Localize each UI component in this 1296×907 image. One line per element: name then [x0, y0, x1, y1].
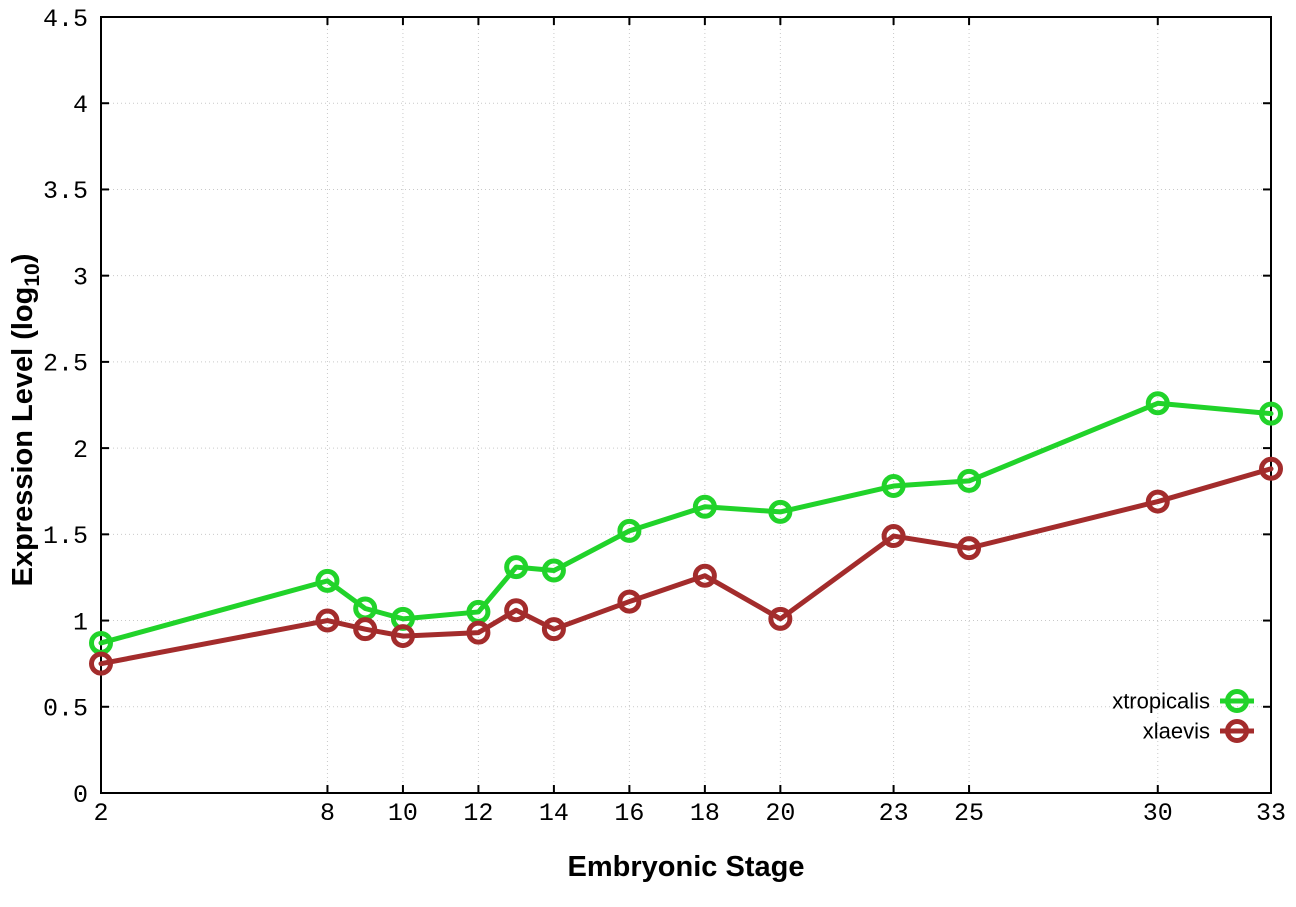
data-point-xlaevis-16: [617, 589, 642, 614]
data-point-xlaevis-12: [466, 620, 491, 645]
y-tick-label: 3: [73, 263, 88, 292]
legend-label-xtropicalis: xtropicalis: [1112, 689, 1210, 714]
x-tick-label: 10: [388, 799, 418, 828]
x-tick-label: 12: [463, 799, 493, 828]
x-tick-label: 2: [93, 799, 108, 828]
data-point-xlaevis-13: [504, 598, 529, 623]
y-tick-label: 1.5: [43, 522, 88, 551]
x-tick-label: 18: [690, 799, 720, 828]
y-tick-label: 0.5: [43, 695, 88, 724]
y-tick-label: 0: [73, 781, 88, 810]
y-tick-label: 4: [73, 91, 88, 120]
y-axis-title-prefix: Expression Level (log: [7, 287, 39, 587]
data-point-xtropicalis-13: [504, 555, 529, 580]
plot-layer: 2 8 10 12 14 16 18 20 23 25 30 33 0 0.5 1 1.5 2 2.5 3 3.5 4 4…: [43, 5, 1286, 828]
data-point-xtropicalis-30: [1145, 391, 1170, 416]
legend-label-xlaevis: xlaevis: [1143, 719, 1210, 744]
y-tick-label: 3.5: [43, 177, 88, 206]
data-point-xtropicalis-8: [315, 568, 340, 593]
data-point-xtropicalis-14: [541, 558, 566, 583]
data-point-xtropicalis-16: [617, 518, 642, 543]
x-tick-label: 23: [879, 799, 909, 828]
data-point-xlaevis-9: [353, 617, 378, 642]
legend-marker-xtropicalis: [1225, 689, 1249, 713]
y-tick-label: 2.5: [43, 350, 88, 379]
data-point-xtropicalis-18: [692, 494, 717, 519]
legend-marker-xlaevis: [1225, 719, 1249, 743]
x-tick-label: 8: [320, 799, 335, 828]
plot-border: [100, 16, 1272, 794]
x-tick-label: 33: [1256, 799, 1286, 828]
x-tick-label: 16: [614, 799, 644, 828]
data-point-xtropicalis-20: [768, 499, 793, 524]
x-tick-label: 20: [765, 799, 795, 828]
series-line-xtropicalis: [98, 400, 1274, 646]
series-line-xlaevis: [98, 466, 1274, 667]
data-point-xlaevis-14: [541, 617, 566, 642]
data-point-xtropicalis-25: [957, 468, 982, 493]
x-tick-label: 30: [1143, 799, 1173, 828]
data-point-xlaevis-25: [957, 536, 982, 561]
data-point-xlaevis-20: [768, 606, 793, 631]
y-axis-title-subscript: 10: [21, 263, 44, 286]
x-axis-title: Embryonic Stage: [568, 851, 805, 883]
x-tick-label: 25: [954, 799, 984, 828]
data-point-xlaevis-33: [1259, 456, 1283, 481]
data-point-xlaevis-18: [692, 563, 717, 588]
data-point-xlaevis-8: [315, 608, 340, 633]
data-point-xlaevis-10: [390, 624, 415, 649]
data-point-xlaevis-30: [1145, 489, 1170, 514]
y-axis-title: Expression Level (log10): [7, 254, 44, 587]
y-tick-label: 2: [73, 436, 88, 465]
data-point-xlaevis-2: [89, 651, 113, 676]
data-point-xtropicalis-23: [881, 474, 906, 499]
y-axis-title-suffix: ): [7, 254, 39, 264]
data-point-xtropicalis-33: [1259, 401, 1283, 426]
data-point-xlaevis-23: [881, 524, 906, 549]
x-tick-label: 14: [539, 799, 569, 828]
y-tick-label: 1: [73, 608, 88, 637]
y-tick-label: 4.5: [43, 5, 88, 34]
